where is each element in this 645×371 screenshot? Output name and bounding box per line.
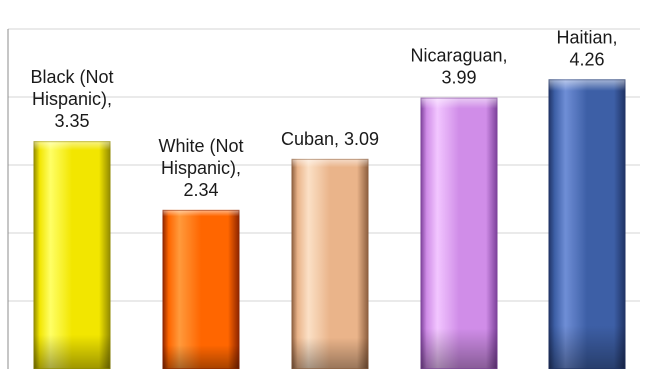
data-label-line: 4.26: [569, 49, 604, 69]
bar-shading: [291, 158, 369, 369]
bar-4: [420, 97, 498, 370]
bar-edge: [291, 158, 369, 369]
data-label-line: 3.35: [54, 111, 89, 131]
data-label-5: Haitian, 4.26: [556, 27, 617, 69]
bar-shading: [548, 79, 626, 369]
data-label-2: White (Not Hispanic), 2.34: [158, 136, 243, 200]
data-label-3: Cuban, 3.09: [281, 129, 379, 149]
data-label-line: 2.34: [183, 180, 218, 200]
bar-3: [291, 158, 369, 369]
bar-edge: [33, 141, 111, 369]
bar-shading: [33, 141, 111, 369]
bar-2: [162, 209, 240, 369]
bar-edge: [548, 79, 626, 369]
bar-edge: [162, 209, 240, 369]
data-label-line: Cuban, 3.09: [281, 129, 379, 149]
bar-1: [33, 141, 111, 369]
data-label-line: Black (Not: [30, 67, 113, 87]
data-label-line: Hispanic),: [161, 158, 241, 178]
bar-shading: [162, 209, 240, 369]
bar-5: [548, 79, 626, 369]
data-label-line: White (Not: [158, 136, 243, 156]
bar-edge: [420, 97, 498, 370]
data-label-4: Nicaraguan, 3.99: [410, 46, 507, 88]
data-label-1: Black (Not Hispanic), 3.35: [30, 67, 113, 131]
data-label-line: 3.99: [441, 68, 476, 88]
data-label-line: Haitian,: [556, 27, 617, 47]
data-label-line: Hispanic),: [32, 89, 112, 109]
bars: [33, 79, 626, 370]
bar-shading: [420, 97, 498, 370]
data-label-line: Nicaraguan,: [410, 46, 507, 66]
